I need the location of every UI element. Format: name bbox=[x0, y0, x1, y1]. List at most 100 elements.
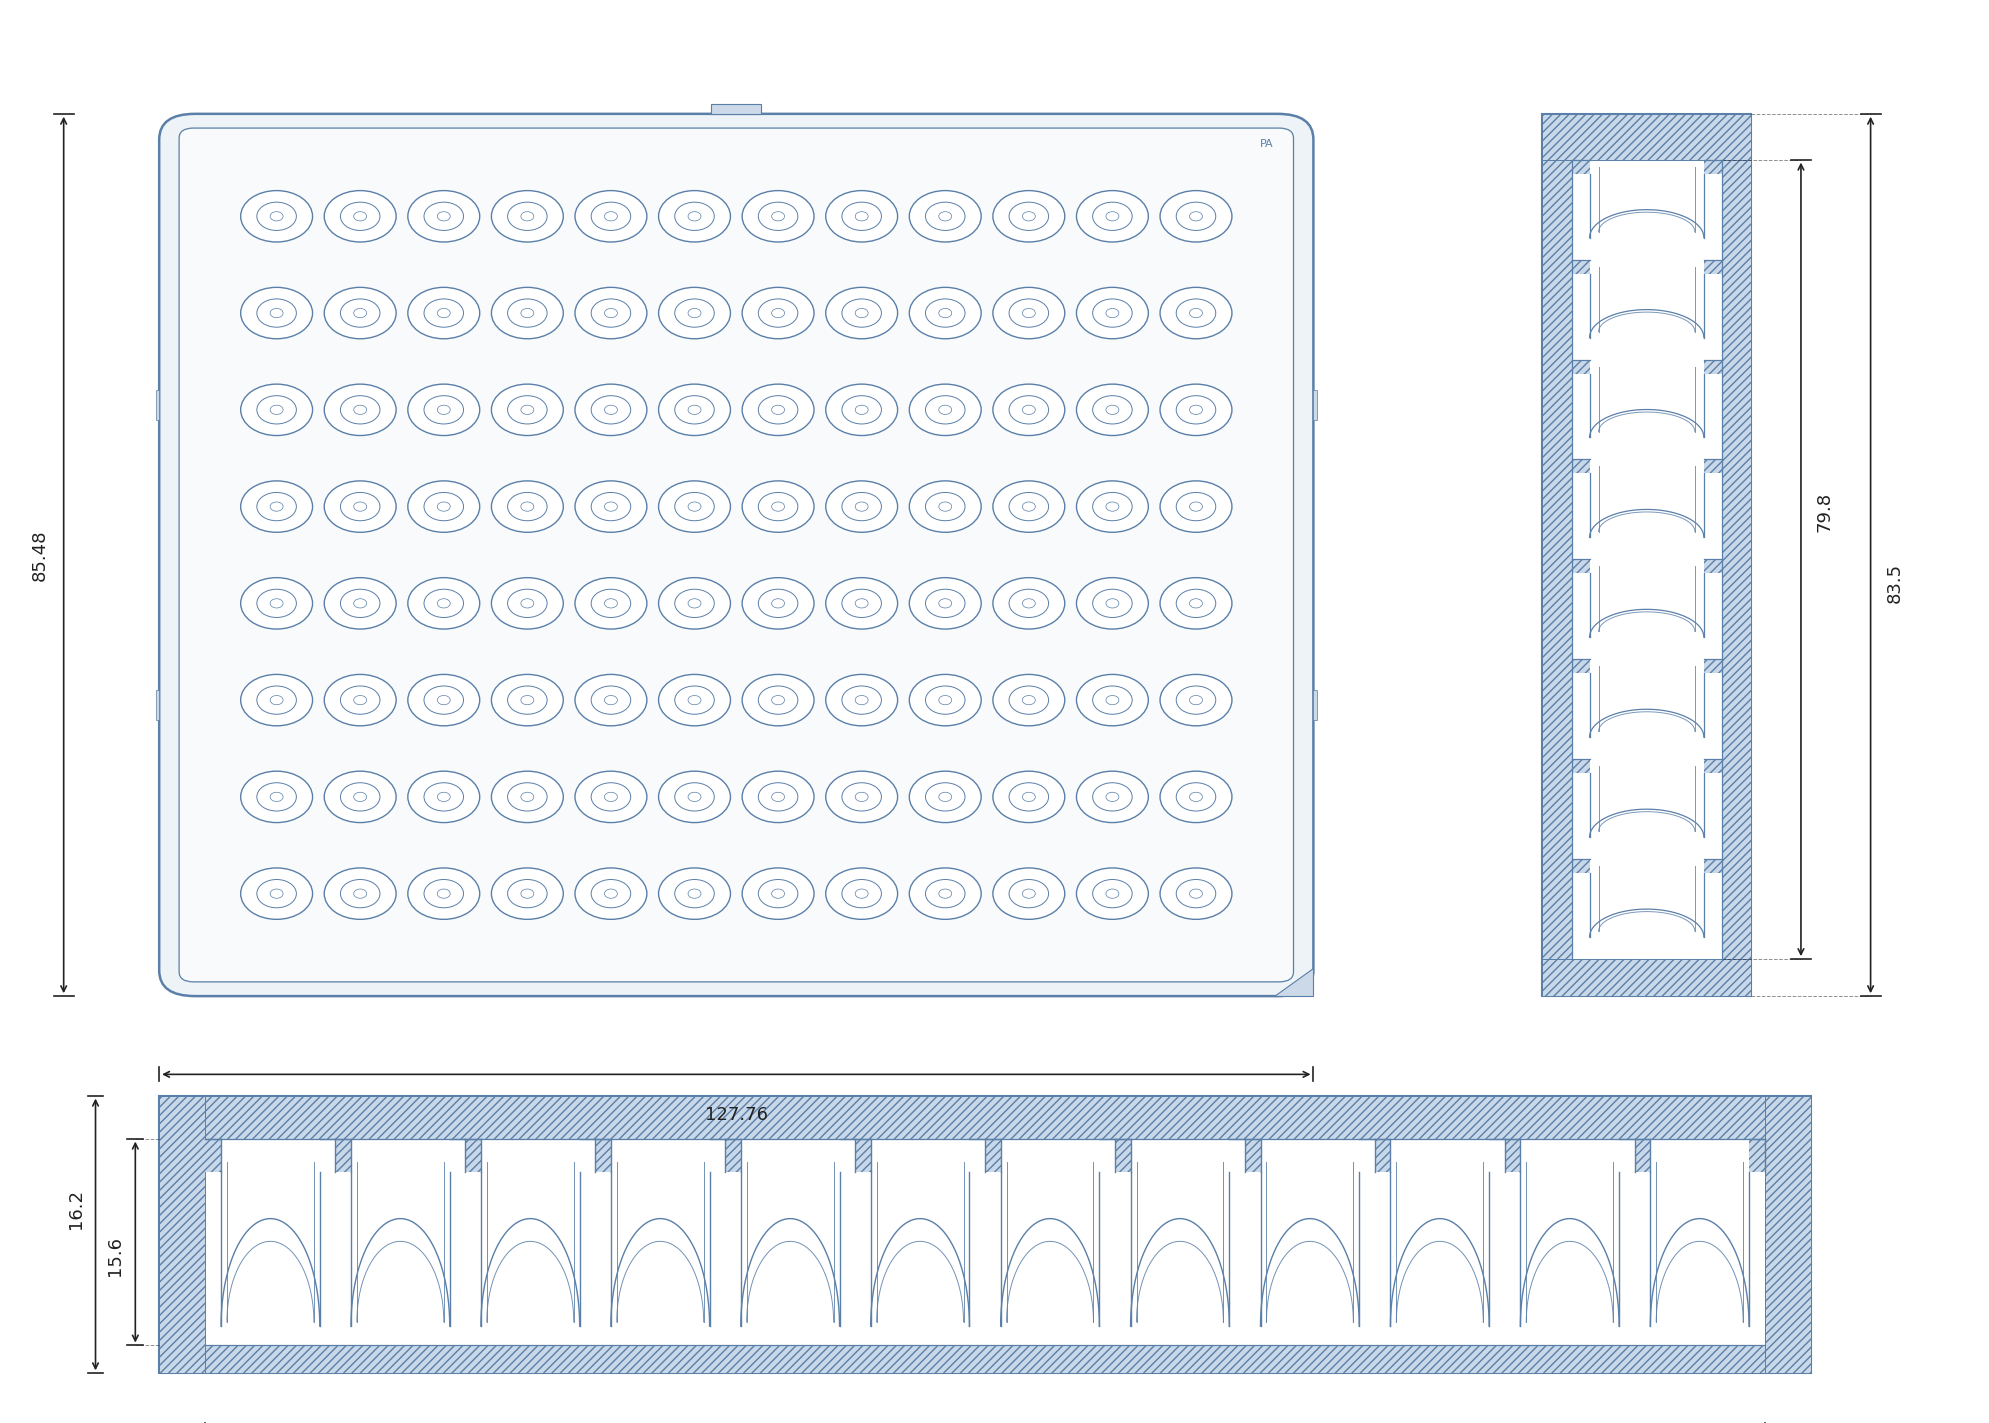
Bar bbox=[1541, 114, 1750, 996]
Circle shape bbox=[909, 287, 981, 339]
Circle shape bbox=[1160, 384, 1231, 435]
Bar bbox=[1703, 659, 1720, 673]
Circle shape bbox=[1076, 868, 1148, 919]
Circle shape bbox=[271, 889, 282, 898]
Circle shape bbox=[1008, 202, 1048, 231]
Circle shape bbox=[424, 686, 463, 714]
Circle shape bbox=[521, 502, 533, 511]
Bar bbox=[1571, 259, 1589, 273]
Circle shape bbox=[324, 771, 396, 822]
Circle shape bbox=[591, 492, 631, 521]
Circle shape bbox=[271, 212, 282, 221]
Circle shape bbox=[271, 502, 282, 511]
Circle shape bbox=[605, 696, 617, 704]
Circle shape bbox=[993, 384, 1064, 435]
Circle shape bbox=[993, 675, 1064, 726]
Circle shape bbox=[825, 771, 897, 822]
Circle shape bbox=[1092, 299, 1132, 327]
Circle shape bbox=[257, 396, 296, 424]
Circle shape bbox=[939, 793, 951, 801]
Circle shape bbox=[257, 202, 296, 231]
Circle shape bbox=[1189, 793, 1201, 801]
Circle shape bbox=[939, 309, 951, 317]
Circle shape bbox=[271, 406, 282, 414]
Circle shape bbox=[507, 396, 547, 424]
Circle shape bbox=[758, 396, 798, 424]
Bar bbox=[205, 1096, 1764, 1138]
Circle shape bbox=[408, 287, 479, 339]
FancyBboxPatch shape bbox=[179, 128, 1293, 982]
Text: 79.8: 79.8 bbox=[1814, 492, 1834, 532]
Circle shape bbox=[825, 384, 897, 435]
Circle shape bbox=[491, 191, 563, 242]
Circle shape bbox=[257, 879, 296, 908]
Circle shape bbox=[324, 384, 396, 435]
Circle shape bbox=[1008, 879, 1048, 908]
Circle shape bbox=[742, 675, 814, 726]
Circle shape bbox=[257, 686, 296, 714]
Bar bbox=[1541, 959, 1750, 996]
Circle shape bbox=[758, 686, 798, 714]
Bar bbox=[1571, 559, 1589, 573]
Circle shape bbox=[408, 481, 479, 532]
Circle shape bbox=[491, 578, 563, 629]
Circle shape bbox=[438, 696, 450, 704]
Bar bbox=[1571, 659, 1589, 673]
Bar bbox=[1703, 360, 1720, 374]
Circle shape bbox=[1175, 686, 1215, 714]
Text: 16.2: 16.2 bbox=[66, 1188, 86, 1229]
Circle shape bbox=[1076, 771, 1148, 822]
Circle shape bbox=[438, 599, 450, 608]
Bar bbox=[710, 104, 760, 114]
Circle shape bbox=[772, 309, 784, 317]
Circle shape bbox=[507, 686, 547, 714]
Circle shape bbox=[605, 793, 617, 801]
Circle shape bbox=[841, 492, 881, 521]
Circle shape bbox=[825, 481, 897, 532]
Circle shape bbox=[1092, 686, 1132, 714]
Circle shape bbox=[1160, 191, 1231, 242]
Circle shape bbox=[1189, 599, 1201, 608]
Circle shape bbox=[1008, 783, 1048, 811]
Circle shape bbox=[1175, 202, 1215, 231]
Circle shape bbox=[324, 481, 396, 532]
Circle shape bbox=[575, 771, 646, 822]
Circle shape bbox=[1189, 696, 1201, 704]
Circle shape bbox=[1022, 309, 1034, 317]
Bar bbox=[1764, 1096, 1810, 1373]
Circle shape bbox=[241, 868, 312, 919]
Circle shape bbox=[408, 868, 479, 919]
Bar bbox=[1374, 1138, 1390, 1171]
Circle shape bbox=[1175, 783, 1215, 811]
Circle shape bbox=[271, 599, 282, 608]
Circle shape bbox=[257, 299, 296, 327]
Circle shape bbox=[1175, 299, 1215, 327]
Circle shape bbox=[438, 793, 450, 801]
Bar bbox=[1703, 159, 1720, 174]
Circle shape bbox=[271, 309, 282, 317]
Circle shape bbox=[324, 675, 396, 726]
Circle shape bbox=[438, 309, 450, 317]
Circle shape bbox=[688, 793, 700, 801]
Circle shape bbox=[424, 783, 463, 811]
Circle shape bbox=[688, 599, 700, 608]
Circle shape bbox=[1175, 879, 1215, 908]
Circle shape bbox=[1106, 212, 1118, 221]
Bar bbox=[985, 1138, 1000, 1171]
Bar bbox=[1703, 859, 1720, 874]
Circle shape bbox=[575, 868, 646, 919]
Circle shape bbox=[605, 889, 617, 898]
Bar bbox=[1703, 559, 1720, 573]
Circle shape bbox=[742, 384, 814, 435]
Circle shape bbox=[925, 589, 965, 618]
Circle shape bbox=[354, 502, 366, 511]
Circle shape bbox=[925, 879, 965, 908]
Text: 127.76: 127.76 bbox=[704, 1106, 768, 1124]
Circle shape bbox=[772, 502, 784, 511]
Circle shape bbox=[340, 686, 380, 714]
Circle shape bbox=[241, 287, 312, 339]
Circle shape bbox=[758, 589, 798, 618]
Circle shape bbox=[1022, 793, 1034, 801]
Text: PA: PA bbox=[1259, 139, 1273, 149]
Circle shape bbox=[1106, 502, 1118, 511]
